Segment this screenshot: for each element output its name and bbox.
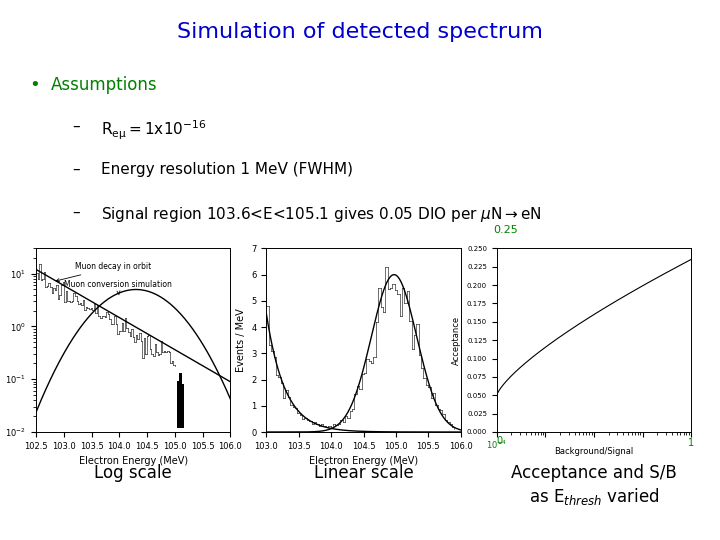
Text: Log scale: Log scale bbox=[94, 464, 172, 482]
Text: Acceptance and S/B
as E$_{thresh}$ varied: Acceptance and S/B as E$_{thresh}$ varie… bbox=[511, 464, 677, 507]
Text: –: – bbox=[72, 119, 80, 134]
Text: 0.25: 0.25 bbox=[493, 225, 518, 235]
Text: $\mathrm{R_{e\mu}=1x10^{-16}}$: $\mathrm{R_{e\mu}=1x10^{-16}}$ bbox=[101, 119, 206, 142]
X-axis label: Electron Energy (MeV): Electron Energy (MeV) bbox=[78, 456, 188, 466]
Text: Energy resolution 1 MeV (FWHM): Energy resolution 1 MeV (FWHM) bbox=[101, 162, 353, 177]
Y-axis label: Acceptance: Acceptance bbox=[452, 316, 462, 364]
Text: Muon decay in orbit: Muon decay in orbit bbox=[56, 262, 151, 282]
Bar bbox=[182, 384, 184, 428]
Text: Simulation of detected spectrum: Simulation of detected spectrum bbox=[177, 22, 543, 42]
Text: Muon conversion simulation: Muon conversion simulation bbox=[64, 280, 171, 295]
Text: $10^{-4}$: $10^{-4}$ bbox=[486, 438, 508, 451]
Y-axis label: Events / MeV: Events / MeV bbox=[235, 308, 246, 372]
Text: Signal region 103.6<E<105.1 gives 0.05 DIO per $\mu$N$\rightarrow$eN: Signal region 103.6<E<105.1 gives 0.05 D… bbox=[101, 205, 541, 224]
Text: –: – bbox=[72, 205, 80, 220]
X-axis label: Electron Energy (MeV): Electron Energy (MeV) bbox=[309, 456, 418, 466]
Bar bbox=[176, 381, 179, 428]
Text: Linear scale: Linear scale bbox=[314, 464, 413, 482]
Text: 0: 0 bbox=[497, 436, 503, 446]
X-axis label: Background/Signal: Background/Signal bbox=[554, 447, 634, 456]
Text: 1: 1 bbox=[688, 438, 694, 448]
Text: Assumptions: Assumptions bbox=[50, 76, 157, 93]
Bar bbox=[179, 373, 181, 428]
Text: –: – bbox=[72, 162, 80, 177]
Text: •: • bbox=[29, 76, 40, 93]
